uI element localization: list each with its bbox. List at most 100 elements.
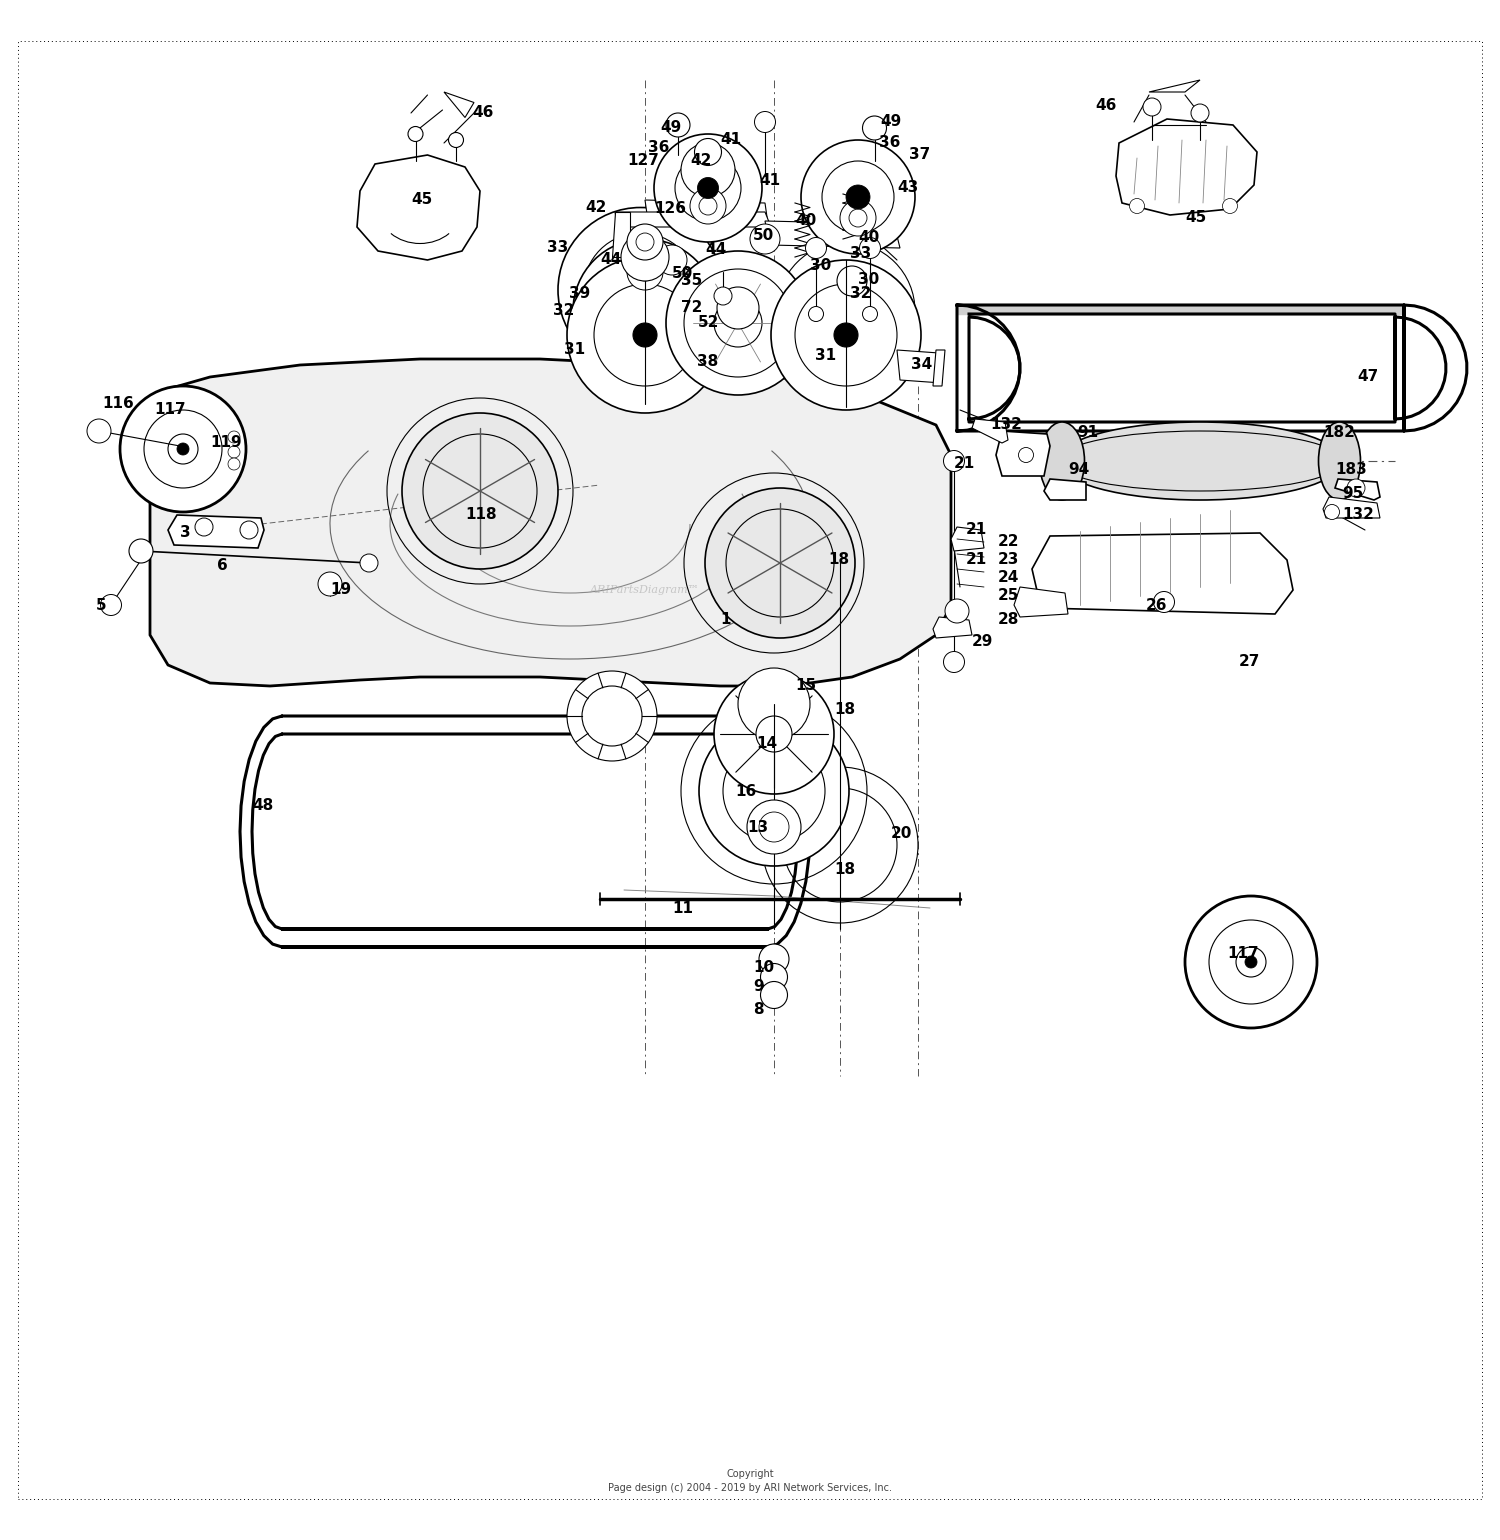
Circle shape: [808, 306, 824, 322]
Circle shape: [714, 675, 834, 795]
Polygon shape: [1335, 479, 1380, 500]
Polygon shape: [168, 514, 264, 548]
Text: 24: 24: [998, 570, 1018, 585]
Text: 40: 40: [858, 229, 879, 245]
Text: 21: 21: [966, 553, 987, 568]
Text: 119: 119: [210, 436, 242, 451]
Text: 41: 41: [720, 132, 741, 148]
Circle shape: [717, 286, 759, 330]
Circle shape: [1143, 99, 1161, 116]
Text: 52: 52: [698, 316, 718, 331]
Text: 30: 30: [858, 273, 879, 286]
Circle shape: [627, 223, 663, 260]
Circle shape: [777, 242, 915, 380]
Text: 25: 25: [998, 588, 1018, 604]
Text: 40: 40: [795, 214, 816, 228]
Polygon shape: [1014, 587, 1068, 618]
Circle shape: [846, 185, 870, 209]
Circle shape: [448, 132, 464, 148]
Text: 44: 44: [600, 253, 621, 268]
Text: 42: 42: [585, 200, 606, 216]
Polygon shape: [174, 425, 246, 473]
Circle shape: [756, 716, 792, 752]
Text: 116: 116: [102, 396, 134, 411]
Circle shape: [582, 685, 642, 745]
Circle shape: [573, 239, 717, 383]
Circle shape: [681, 143, 735, 197]
Text: 15: 15: [795, 679, 816, 693]
Circle shape: [840, 200, 876, 236]
Text: 118: 118: [465, 508, 496, 522]
Text: 27: 27: [1239, 654, 1260, 670]
Text: 45: 45: [1185, 211, 1206, 225]
Text: ARIPartsDiagram™: ARIPartsDiagram™: [590, 585, 700, 594]
Circle shape: [759, 944, 789, 973]
Circle shape: [1191, 105, 1209, 122]
Circle shape: [698, 177, 718, 199]
Text: 19: 19: [330, 582, 351, 598]
Text: 46: 46: [1095, 99, 1116, 112]
Text: 43: 43: [897, 180, 918, 196]
Circle shape: [120, 387, 246, 511]
Ellipse shape: [1040, 422, 1084, 500]
Circle shape: [738, 668, 810, 741]
Circle shape: [699, 197, 717, 216]
Polygon shape: [765, 222, 900, 248]
Polygon shape: [150, 359, 951, 685]
Circle shape: [690, 188, 726, 223]
Text: 91: 91: [1077, 425, 1098, 440]
Circle shape: [806, 237, 826, 259]
Text: 33: 33: [548, 240, 568, 256]
Circle shape: [195, 517, 213, 536]
Text: 16: 16: [735, 784, 756, 799]
Polygon shape: [1032, 533, 1293, 614]
Text: 31: 31: [564, 342, 585, 357]
Text: 95: 95: [1342, 487, 1364, 502]
Circle shape: [862, 116, 886, 140]
Text: 49: 49: [660, 120, 681, 136]
Circle shape: [726, 510, 834, 618]
Text: 35: 35: [681, 274, 702, 288]
Polygon shape: [1149, 80, 1200, 92]
Circle shape: [1222, 199, 1238, 214]
Text: 183: 183: [1335, 462, 1366, 477]
Circle shape: [360, 554, 378, 571]
Circle shape: [675, 156, 741, 222]
Circle shape: [747, 799, 801, 855]
Circle shape: [567, 257, 723, 413]
Circle shape: [633, 323, 657, 346]
Circle shape: [144, 410, 222, 488]
Circle shape: [801, 140, 915, 254]
Polygon shape: [444, 92, 474, 117]
Circle shape: [1245, 956, 1257, 969]
Circle shape: [1154, 591, 1174, 613]
Text: 47: 47: [1358, 370, 1378, 385]
Text: 126: 126: [654, 202, 686, 217]
Text: 29: 29: [972, 633, 993, 648]
Text: 94: 94: [1068, 462, 1089, 477]
Text: 32: 32: [850, 285, 871, 300]
Polygon shape: [996, 431, 1050, 476]
Text: 22: 22: [998, 534, 1018, 550]
Circle shape: [754, 111, 776, 132]
Text: 50: 50: [753, 228, 774, 243]
Circle shape: [705, 488, 855, 638]
Circle shape: [834, 323, 858, 346]
Circle shape: [837, 266, 867, 296]
Text: 182: 182: [1323, 425, 1354, 440]
Circle shape: [408, 126, 423, 142]
Circle shape: [558, 208, 723, 373]
Circle shape: [714, 286, 732, 305]
Polygon shape: [612, 213, 630, 257]
Polygon shape: [972, 419, 1008, 444]
Circle shape: [694, 139, 721, 165]
Circle shape: [684, 270, 792, 377]
Text: 6: 6: [217, 559, 228, 573]
Circle shape: [862, 306, 877, 322]
Text: 20: 20: [891, 825, 912, 841]
Circle shape: [654, 134, 762, 242]
Text: 26: 26: [1146, 598, 1167, 613]
Circle shape: [1209, 919, 1293, 1004]
Circle shape: [1236, 947, 1266, 976]
Circle shape: [100, 594, 122, 616]
